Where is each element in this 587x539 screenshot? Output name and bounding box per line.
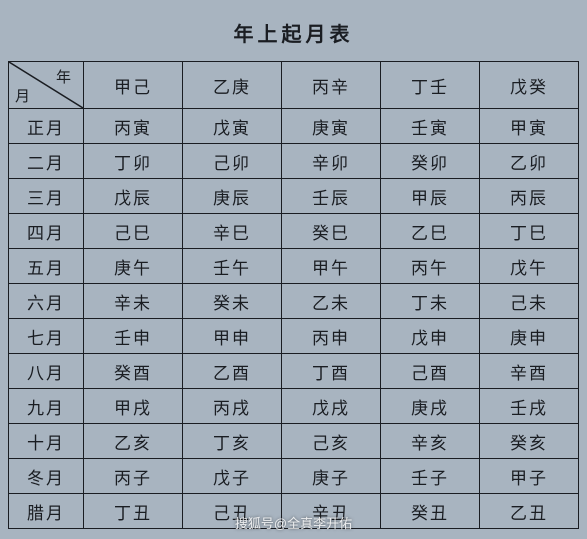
table-cell: 丙子 xyxy=(84,459,183,494)
table-cell: 壬申 xyxy=(84,319,183,354)
table-cell: 庚申 xyxy=(480,319,579,354)
table-cell: 己亥 xyxy=(282,424,381,459)
table-row: 二月丁卯己卯辛卯癸卯乙卯 xyxy=(9,144,579,179)
scanned-page: 年上起月表 年 月 甲己 乙庚 丙辛 丁壬 戊癸 正月丙寅戊寅庚寅壬寅甲寅二月丁… xyxy=(0,0,587,539)
table-cell: 戊戌 xyxy=(282,389,381,424)
col-header: 乙庚 xyxy=(183,62,282,109)
table-cell: 辛未 xyxy=(84,284,183,319)
table-cell: 辛亥 xyxy=(381,424,480,459)
watermark-text: 搜狐号@全真李开佑 xyxy=(0,513,587,532)
table-cell: 庚寅 xyxy=(282,109,381,144)
table-cell: 癸未 xyxy=(183,284,282,319)
corner-month-label: 月 xyxy=(15,85,32,106)
table-cell: 甲午 xyxy=(282,249,381,284)
table-cell: 甲寅 xyxy=(480,109,579,144)
table-cell: 甲戌 xyxy=(84,389,183,424)
table-cell: 壬戌 xyxy=(480,389,579,424)
table-row: 十月乙亥丁亥己亥辛亥癸亥 xyxy=(9,424,579,459)
table-cell: 戊辰 xyxy=(84,179,183,214)
table-cell: 己卯 xyxy=(183,144,282,179)
table-cell: 壬午 xyxy=(183,249,282,284)
table-title: 年上起月表 xyxy=(8,18,579,47)
table-cell: 丁巳 xyxy=(480,214,579,249)
table-cell: 辛巳 xyxy=(183,214,282,249)
table-cell: 癸酉 xyxy=(84,354,183,389)
table-body: 正月丙寅戊寅庚寅壬寅甲寅二月丁卯己卯辛卯癸卯乙卯三月戊辰庚辰壬辰甲辰丙辰四月己巳… xyxy=(9,109,579,529)
table-cell: 庚午 xyxy=(84,249,183,284)
table-cell: 丙辰 xyxy=(480,179,579,214)
row-header: 正月 xyxy=(9,109,84,144)
table-cell: 甲子 xyxy=(480,459,579,494)
table-cell: 壬子 xyxy=(381,459,480,494)
table-cell: 甲辰 xyxy=(381,179,480,214)
col-header: 甲己 xyxy=(84,62,183,109)
row-header: 四月 xyxy=(9,214,84,249)
row-header: 二月 xyxy=(9,144,84,179)
table-cell: 辛卯 xyxy=(282,144,381,179)
table-row: 八月癸酉乙酉丁酉己酉辛酉 xyxy=(9,354,579,389)
table-cell: 庚辰 xyxy=(183,179,282,214)
row-header: 八月 xyxy=(9,354,84,389)
table-row: 五月庚午壬午甲午丙午戊午 xyxy=(9,249,579,284)
table-cell: 丁卯 xyxy=(84,144,183,179)
corner-cell: 年 月 xyxy=(9,62,84,109)
table-row: 正月丙寅戊寅庚寅壬寅甲寅 xyxy=(9,109,579,144)
table-cell: 戊子 xyxy=(183,459,282,494)
table-cell: 丙寅 xyxy=(84,109,183,144)
table-cell: 丁酉 xyxy=(282,354,381,389)
table-cell: 己未 xyxy=(480,284,579,319)
row-header: 六月 xyxy=(9,284,84,319)
table-cell: 癸巳 xyxy=(282,214,381,249)
table-cell: 己酉 xyxy=(381,354,480,389)
table-row: 六月辛未癸未乙未丁未己未 xyxy=(9,284,579,319)
table-cell: 壬寅 xyxy=(381,109,480,144)
table-cell: 戊午 xyxy=(480,249,579,284)
table-cell: 庚子 xyxy=(282,459,381,494)
table-cell: 乙酉 xyxy=(183,354,282,389)
col-header: 丙辛 xyxy=(282,62,381,109)
table-cell: 乙巳 xyxy=(381,214,480,249)
table-cell: 乙卯 xyxy=(480,144,579,179)
row-header: 冬月 xyxy=(9,459,84,494)
col-header: 戊癸 xyxy=(480,62,579,109)
row-header: 七月 xyxy=(9,319,84,354)
row-header: 三月 xyxy=(9,179,84,214)
table-row: 冬月丙子戊子庚子壬子甲子 xyxy=(9,459,579,494)
table-cell: 丙申 xyxy=(282,319,381,354)
row-header: 九月 xyxy=(9,389,84,424)
table-cell: 丙午 xyxy=(381,249,480,284)
table-row: 四月己巳辛巳癸巳乙巳丁巳 xyxy=(9,214,579,249)
table-cell: 庚戌 xyxy=(381,389,480,424)
table-cell: 丁亥 xyxy=(183,424,282,459)
table-cell: 壬辰 xyxy=(282,179,381,214)
table-cell: 丁未 xyxy=(381,284,480,319)
table-cell: 戊寅 xyxy=(183,109,282,144)
table-cell: 丙戌 xyxy=(183,389,282,424)
month-from-year-table: 年 月 甲己 乙庚 丙辛 丁壬 戊癸 正月丙寅戊寅庚寅壬寅甲寅二月丁卯己卯辛卯癸… xyxy=(8,61,579,529)
row-header: 十月 xyxy=(9,424,84,459)
table-cell: 癸亥 xyxy=(480,424,579,459)
row-header: 五月 xyxy=(9,249,84,284)
table-cell: 甲申 xyxy=(183,319,282,354)
table-row: 七月壬申甲申丙申戊申庚申 xyxy=(9,319,579,354)
corner-year-label: 年 xyxy=(56,66,73,87)
table-cell: 乙亥 xyxy=(84,424,183,459)
table-row: 三月戊辰庚辰壬辰甲辰丙辰 xyxy=(9,179,579,214)
table-cell: 乙未 xyxy=(282,284,381,319)
table-cell: 己巳 xyxy=(84,214,183,249)
col-header: 丁壬 xyxy=(381,62,480,109)
table-cell: 癸卯 xyxy=(381,144,480,179)
table-row: 九月甲戌丙戌戊戌庚戌壬戌 xyxy=(9,389,579,424)
table-cell: 辛酉 xyxy=(480,354,579,389)
table-cell: 戊申 xyxy=(381,319,480,354)
table-header-row: 年 月 甲己 乙庚 丙辛 丁壬 戊癸 xyxy=(9,62,579,109)
